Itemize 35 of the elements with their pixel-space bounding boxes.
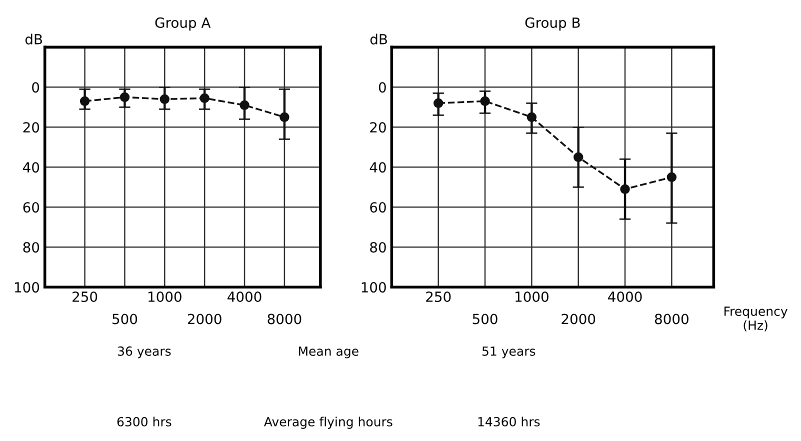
x-tick-label: 500 <box>112 314 138 324</box>
text: 14360 hrs <box>478 416 540 426</box>
x-tick-label: 1000 <box>516 292 548 302</box>
x-tick-label: 250 <box>72 292 98 302</box>
y-tick-label: 0 <box>32 82 40 93</box>
x-tick-label: 4000 <box>228 292 262 302</box>
x-tick-label: 250 <box>426 292 451 302</box>
x-tick-label: 8000 <box>654 314 688 324</box>
y-tick-label: 60 <box>370 202 386 213</box>
y-tick-label: 40 <box>23 162 40 173</box>
x-tick-label: 1000 <box>148 292 182 302</box>
text: Average flying hours <box>264 416 392 429</box>
y-tick-label: 20 <box>370 122 386 133</box>
y-tick-label: 60 <box>23 202 40 213</box>
x-tick-label: 4000 <box>608 292 642 302</box>
y-tick-label: 20 <box>23 122 40 133</box>
x-tick-label: 500 <box>472 314 498 324</box>
y-tick-label: 80 <box>370 242 386 253</box>
x-tick-label: 2000 <box>188 314 222 324</box>
text: 6300 hrs <box>117 416 172 426</box>
y-tick-label: 0 <box>378 82 386 93</box>
text: 36 years <box>118 346 171 358</box>
y-tick-label: 80 <box>23 242 40 253</box>
text: Mean age <box>298 346 358 358</box>
y-axis-title: dB <box>25 34 42 44</box>
y-tick-label: 100 <box>15 282 40 293</box>
x-axis-title: Frequency (Hz) <box>724 306 788 332</box>
y-axis-title: dB <box>370 34 387 44</box>
chart-title: Group B <box>525 17 580 31</box>
chart-title: Group A <box>155 17 211 31</box>
x-tick-label: 8000 <box>268 314 302 324</box>
y-tick-label: 40 <box>370 162 386 173</box>
text: 51 years <box>482 346 536 358</box>
y-tick-label: 100 <box>362 282 386 293</box>
x-tick-label: 2000 <box>562 314 596 324</box>
